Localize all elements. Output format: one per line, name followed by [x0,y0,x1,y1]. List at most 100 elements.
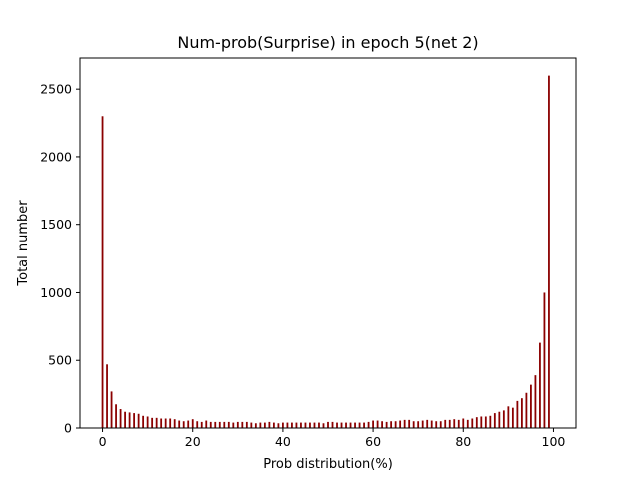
y-tick-label: 1500 [40,217,72,232]
bar [376,420,379,428]
bar [173,419,176,428]
plot-frame [79,57,577,429]
bar [489,415,492,428]
bar [399,420,402,428]
bar [142,415,145,428]
bar [354,422,356,428]
bar [101,116,104,428]
y-axis-label: Total number [16,200,31,287]
bar [160,418,163,428]
bar [119,409,122,428]
bar [155,417,158,428]
bars-group [101,75,550,429]
bar [146,416,149,428]
x-tick-label: 40 [275,434,291,449]
bar [133,413,136,428]
x-tick-label: 100 [542,434,566,449]
bar [462,418,465,428]
bar [471,418,474,428]
bar [543,292,546,428]
y-tick-label: 0 [64,421,72,436]
bar [363,422,365,428]
x-axis-label: Prob distribution(%) [263,457,393,472]
bar [507,406,510,428]
bar [394,421,397,428]
bar [322,423,325,428]
bar [520,398,523,428]
bar [263,422,266,428]
bar [480,416,483,428]
bar [164,418,167,428]
x-tick-label: 20 [185,434,201,449]
bar [245,421,248,428]
bar [218,421,221,428]
x-tick-label: 60 [365,434,381,449]
bar [327,421,329,428]
bar [439,421,442,428]
bar [349,422,352,428]
bar [426,419,429,428]
bar [291,422,293,428]
bar [272,422,275,428]
bar [182,421,185,428]
bar [372,420,374,428]
x-tick-label: 0 [99,434,107,449]
bar [457,419,460,428]
bar [430,420,433,428]
bar [209,421,212,428]
bar [254,423,257,428]
bar [466,419,469,428]
bar [534,375,537,428]
x-tick-label: 80 [455,434,471,449]
bar [151,417,154,428]
bar [331,421,334,428]
chart-title: Num-prob(Surprise) in epoch 5(net 2) [177,33,478,52]
bar [435,421,438,428]
bar [525,392,528,428]
bar [475,417,478,428]
bar [178,420,181,428]
bar [358,422,361,428]
bar [124,411,126,428]
bar [187,420,190,428]
bar [530,384,532,428]
bar [236,421,239,428]
bar [232,422,235,428]
bar [318,422,320,428]
bar [493,413,496,428]
bar [421,420,424,428]
x-axis: 0 20 40 60 80 100 [99,428,566,449]
bar [412,421,415,428]
bar [250,422,253,428]
y-tick-label: 500 [48,353,72,368]
bar [367,421,370,428]
bar [336,422,338,428]
bar [408,419,411,428]
bar [381,421,384,428]
bar [205,420,208,428]
bar [286,422,289,428]
y-tick-label: 2500 [40,82,72,97]
bar [498,411,501,428]
bar [417,421,420,428]
bar [200,421,203,428]
bar [345,422,347,428]
bar [300,422,302,428]
bar [137,413,140,428]
bar [448,419,451,428]
bar [484,416,487,428]
bar [313,422,316,428]
bar [241,421,244,428]
bar [115,404,117,428]
bar [223,421,226,428]
y-tick-label: 1000 [40,285,72,300]
bar [128,412,131,428]
bar [340,422,343,428]
bar [539,342,541,428]
bar [453,419,456,428]
bar [516,400,519,428]
bar [214,421,217,428]
bar [227,421,230,428]
bar [196,421,199,428]
